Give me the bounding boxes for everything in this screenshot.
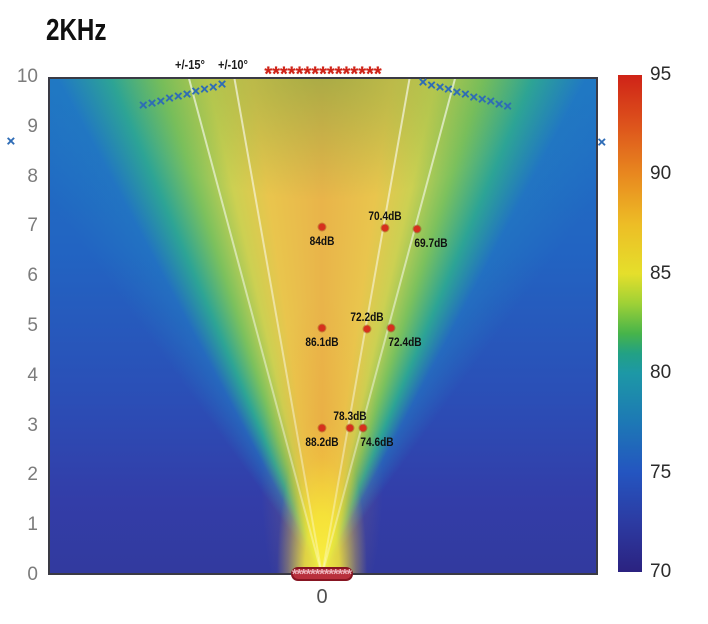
marker-x: × — [486, 93, 496, 111]
marker-asterisk: * — [272, 63, 280, 86]
marker-x: × — [208, 78, 218, 96]
spl-point-label: 69.7dB — [413, 238, 448, 251]
markers-layer: * * * * * * * * * * * * * * * × × × × × × × × × × × × × × × × × × × × × × × * *… — [7, 65, 606, 581]
marker-x: × — [460, 86, 470, 104]
marker-x: × — [477, 90, 487, 108]
marker-asterisk: * — [287, 63, 296, 86]
spl-point — [318, 324, 326, 332]
marker-x: × — [182, 85, 192, 103]
y-axis-tick-3: 3 — [27, 414, 38, 436]
spl-point-label: 88.2dB — [305, 437, 339, 450]
y-axis-tick-4: 4 — [27, 364, 38, 386]
y-axis-tick-9: 9 — [27, 115, 38, 137]
y-axis-tick-5: 5 — [27, 315, 38, 336]
spl-point-label: 70.4dB — [368, 211, 402, 224]
marker-x: × — [138, 97, 148, 115]
y-axis-tick-10: 10 — [16, 66, 38, 87]
marker-asterisk: * — [350, 63, 359, 86]
marker-x: × — [191, 83, 201, 101]
colorbar-tick-95: 95 — [650, 64, 672, 85]
spl-point — [346, 424, 354, 432]
beam-angle-10-label: +/-10° — [218, 57, 248, 72]
marker-asterisk: * — [311, 63, 320, 86]
marker-x: × — [435, 78, 445, 96]
spl-point-label: 84dB — [309, 235, 335, 248]
y-axis-tick-6: 6 — [27, 265, 38, 287]
marker-asterisk: * — [373, 63, 382, 86]
beam-angle-15-label: +/-15° — [175, 57, 205, 72]
spl-point — [359, 424, 367, 432]
spl-point-label: 74.6dB — [360, 437, 394, 450]
marker-x: × — [217, 76, 227, 94]
marker-x: × — [427, 76, 436, 94]
y-axis-tick-2: 2 — [27, 464, 38, 486]
x-axis-tick-0: 0 — [316, 586, 328, 608]
y-axis-tick-7: 7 — [27, 215, 38, 237]
colorbar-tick-80: 80 — [650, 362, 672, 384]
spl-point — [318, 424, 326, 432]
marker-asterisk: * — [334, 63, 343, 86]
marker-x: × — [173, 87, 183, 105]
y-axis-tick-1: 1 — [27, 514, 38, 536]
spl-point-label: 72.2dB — [350, 311, 384, 324]
marker-asterisk: * — [358, 63, 366, 86]
y-axis: 10 9 8 7 6 5 4 3 2 1 0 — [0, 0, 40, 624]
plot-area: * * * * * * * * * * * * * * * × × × × × × × × × × × × × × × × × × × × × × × * *… — [7, 65, 606, 581]
marker-asterisk: * — [303, 63, 312, 86]
colorbar-tick-70: 70 — [650, 561, 672, 582]
marker-asterisk: * — [326, 63, 335, 86]
spl-point — [413, 225, 421, 233]
marker-asterisk: * — [319, 63, 327, 86]
marker-x: × — [503, 98, 513, 116]
marker-asterisk: * — [366, 63, 374, 86]
spl-point-label: 72.4dB — [388, 337, 422, 350]
spl-point — [318, 223, 326, 231]
marker-x: × — [494, 95, 504, 113]
spl-point-label: 86.1dB — [305, 336, 339, 349]
spl-point — [387, 324, 395, 332]
colorbar — [618, 75, 642, 572]
marker-asterisk: * — [295, 63, 304, 86]
chart-title: 2KHz — [46, 12, 107, 47]
spl-point — [363, 325, 371, 333]
marker-x: × — [444, 81, 453, 99]
spl-point-label: 78.3dB — [333, 411, 367, 424]
marker-x: × — [147, 94, 157, 112]
marker-x: × — [452, 83, 462, 101]
marker-asterisk: * — [342, 63, 351, 86]
marker-x: × — [597, 133, 607, 151]
y-axis-tick-8: 8 — [27, 165, 38, 187]
marker-asterisk: * — [279, 63, 288, 86]
marker-asterisk-small: * — [346, 565, 353, 582]
marker-x: × — [418, 74, 428, 92]
marker-x: × — [200, 80, 209, 98]
colorbar-tick-75: 75 — [650, 461, 672, 483]
colorbar-tick-90: 90 — [650, 163, 672, 185]
marker-x: × — [165, 90, 174, 108]
marker-x: × — [6, 132, 16, 150]
y-axis-tick-0: 0 — [27, 564, 38, 585]
colorbar-tick-85: 85 — [650, 262, 672, 284]
marker-asterisk: * — [264, 63, 273, 86]
marker-x: × — [156, 92, 166, 110]
spl-point — [381, 224, 389, 232]
marker-x: × — [469, 88, 479, 106]
